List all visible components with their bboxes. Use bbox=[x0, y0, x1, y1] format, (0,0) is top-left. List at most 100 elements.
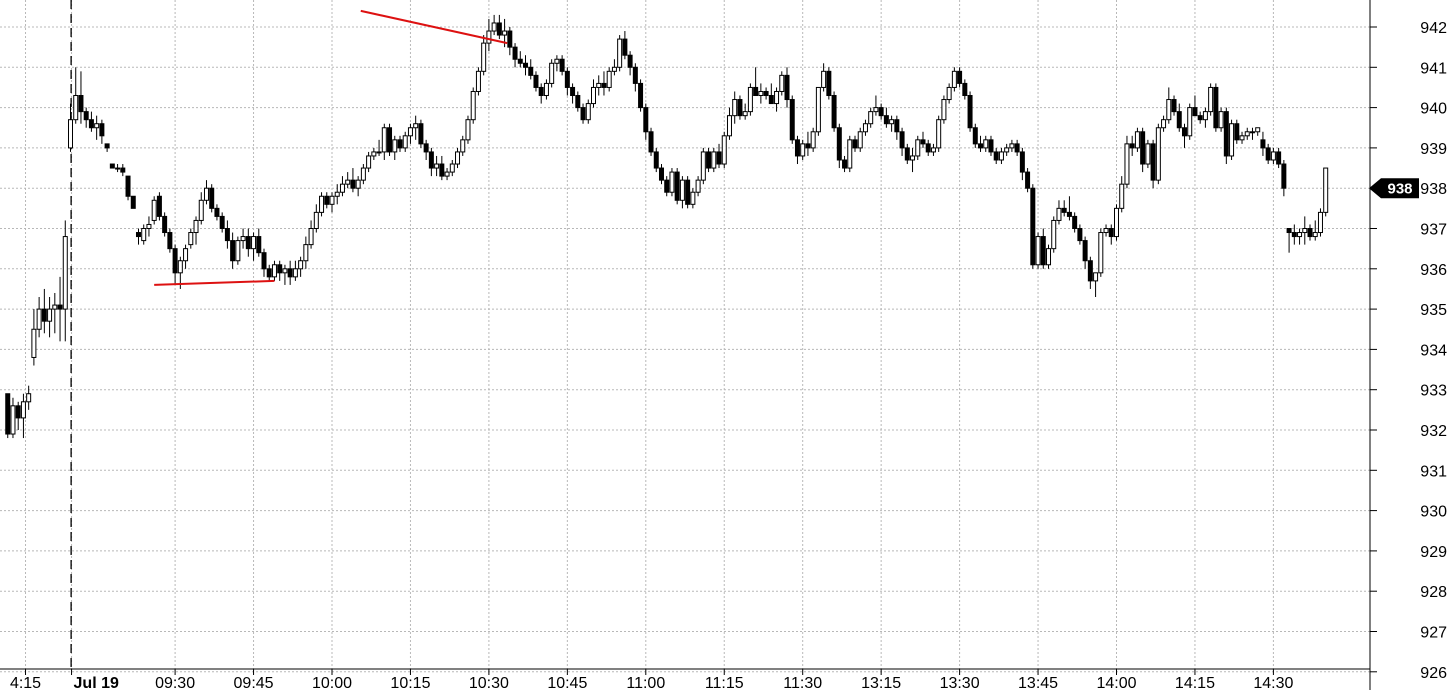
candle-body-up bbox=[360, 167, 366, 181]
candle-body-down bbox=[120, 167, 126, 173]
candle bbox=[643, 103, 649, 140]
candle-body-down bbox=[167, 232, 173, 250]
candle-body-up bbox=[52, 304, 58, 310]
candle-body-up bbox=[726, 115, 732, 137]
candle-body-down bbox=[575, 95, 581, 109]
candle-body-down bbox=[104, 143, 110, 149]
candle-body-up bbox=[1255, 127, 1261, 133]
candle-body-down bbox=[842, 159, 848, 169]
candle bbox=[711, 147, 717, 173]
candle bbox=[418, 119, 424, 148]
candle bbox=[528, 59, 534, 80]
candle-body-up bbox=[606, 70, 612, 88]
candle-body-up bbox=[554, 58, 560, 64]
candle-body-down bbox=[209, 187, 215, 209]
candle bbox=[554, 55, 560, 72]
candle bbox=[1098, 228, 1104, 277]
candle-body-up bbox=[1229, 123, 1235, 157]
candle-body-up bbox=[319, 195, 325, 213]
candle-body-up bbox=[910, 155, 916, 161]
candle-body-down bbox=[78, 95, 84, 113]
candle bbox=[230, 232, 236, 269]
candle-body-up bbox=[1051, 219, 1057, 250]
candle bbox=[805, 131, 811, 156]
candle-body-down bbox=[622, 38, 628, 56]
candle bbox=[407, 123, 413, 144]
candle bbox=[376, 139, 382, 156]
candle bbox=[1312, 220, 1318, 241]
candle-body-down bbox=[564, 70, 570, 88]
candle-body-up bbox=[455, 151, 461, 165]
candle bbox=[1009, 139, 1015, 152]
candle-body-up bbox=[449, 163, 455, 173]
candle-body-up bbox=[695, 179, 701, 193]
candle-body-up bbox=[862, 123, 868, 133]
last-price-tag: 938 bbox=[1369, 178, 1419, 199]
candle bbox=[794, 135, 800, 165]
y-tick-label: 929 bbox=[1420, 544, 1447, 561]
candle bbox=[857, 127, 863, 152]
candle-body-down bbox=[5, 393, 11, 435]
candle bbox=[512, 43, 518, 68]
y-tick-label: 937 bbox=[1420, 222, 1447, 239]
candle bbox=[1192, 95, 1198, 117]
candle bbox=[1187, 103, 1193, 140]
candle-body-up bbox=[998, 151, 1004, 161]
candle-body-down bbox=[1030, 187, 1036, 266]
candle-body-up bbox=[444, 171, 450, 177]
candle bbox=[1046, 244, 1052, 269]
candle-body-up bbox=[1166, 99, 1172, 121]
candle bbox=[591, 79, 596, 108]
candle bbox=[847, 135, 853, 173]
candle bbox=[271, 260, 277, 281]
candle bbox=[1255, 127, 1261, 136]
candle-body-up bbox=[774, 90, 780, 105]
candle-body-down bbox=[601, 82, 607, 88]
candle-body-up bbox=[669, 171, 675, 193]
candle bbox=[444, 168, 450, 181]
candle bbox=[910, 147, 916, 173]
y-tick-label: 942 bbox=[1420, 20, 1447, 37]
candle bbox=[685, 176, 691, 209]
candle bbox=[1093, 272, 1099, 298]
candle-body-up bbox=[392, 139, 398, 153]
candle-body-up bbox=[183, 248, 189, 262]
candle-body-down bbox=[1286, 228, 1292, 234]
candle bbox=[1056, 200, 1062, 225]
y-tick-label: 927 bbox=[1420, 625, 1447, 642]
candle bbox=[360, 164, 366, 185]
candle bbox=[387, 123, 393, 156]
candle-body-down bbox=[1291, 232, 1297, 238]
candle-body-down bbox=[826, 70, 832, 97]
candle-body-down bbox=[648, 131, 654, 153]
candle-body-up bbox=[915, 139, 921, 157]
candle bbox=[930, 143, 936, 156]
candle bbox=[768, 83, 774, 105]
x-tick-label: 10:15 bbox=[390, 675, 430, 690]
candle bbox=[517, 51, 523, 68]
candle bbox=[392, 135, 398, 160]
candle bbox=[73, 67, 79, 124]
candle bbox=[674, 168, 680, 205]
candle-body-up bbox=[1046, 248, 1052, 266]
candle-body-down bbox=[632, 66, 638, 84]
candle bbox=[1302, 216, 1308, 245]
candle-body-down bbox=[1197, 115, 1203, 121]
candle bbox=[115, 164, 121, 173]
candle bbox=[381, 123, 387, 160]
candle bbox=[632, 63, 638, 92]
candle bbox=[1270, 147, 1276, 165]
candle-body-up bbox=[308, 228, 314, 246]
candle bbox=[57, 276, 63, 342]
candle bbox=[397, 135, 403, 152]
candle-body-down bbox=[496, 22, 502, 36]
candle bbox=[41, 288, 47, 334]
candle bbox=[449, 159, 455, 177]
candle-body-down bbox=[580, 107, 586, 121]
candle-body-up bbox=[345, 179, 351, 185]
candle bbox=[130, 195, 136, 209]
candle bbox=[972, 123, 978, 148]
candle-body-up bbox=[366, 155, 372, 169]
candle-body-down bbox=[653, 151, 659, 169]
